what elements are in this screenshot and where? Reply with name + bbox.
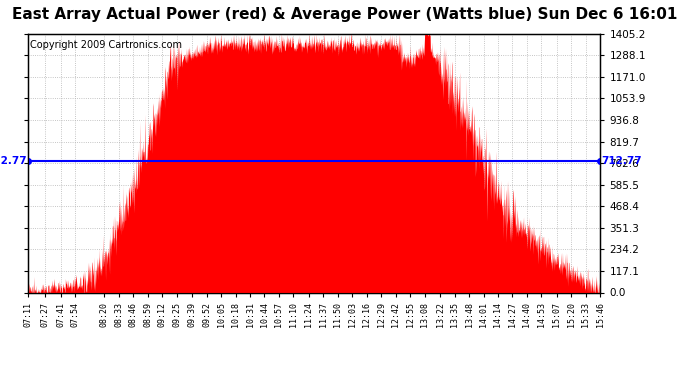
Text: East Array Actual Power (red) & Average Power (Watts blue) Sun Dec 6 16:01: East Array Actual Power (red) & Average … [12, 8, 678, 22]
Text: 712.77: 712.77 [0, 156, 26, 166]
Text: 712.77: 712.77 [602, 156, 642, 166]
Text: Copyright 2009 Cartronics.com: Copyright 2009 Cartronics.com [30, 40, 182, 50]
